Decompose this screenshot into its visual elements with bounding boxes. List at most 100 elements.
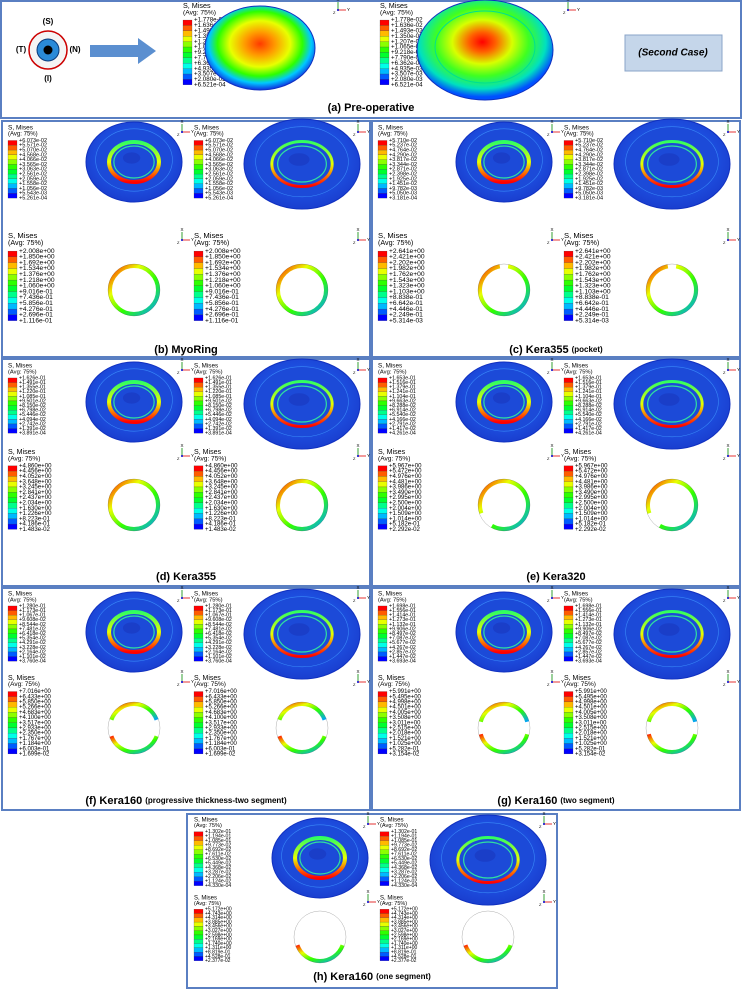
legend-swatch [377,268,388,275]
legend-value: +1.626e-01 [205,375,232,381]
legend-value: +8.288e-02 [389,403,416,409]
legend-value: +7.481e-02 [205,626,232,632]
legend-value: +1.350e-02 [391,33,423,40]
legend-swatch [377,615,388,620]
triad-origin [181,597,183,599]
triad-label: Y [737,453,740,458]
legend-swatch [563,605,574,611]
triad-label: Y [737,595,740,600]
legend-value: +2.515e+00 [389,725,422,731]
legend-swatch [193,615,204,620]
legend-value: +1.534e+00 [205,265,241,272]
legend-avg: (Avg: 75%) [378,597,407,603]
legend-value: +6.362e-03 [391,60,423,67]
legend-swatch [563,377,574,383]
legend-value: +1.982e+00 [575,265,611,272]
triad-label: Z [547,240,550,245]
legend-value: +2.500e+00 [389,499,422,506]
legend-value: +1.391e-02 [19,426,46,432]
legend-swatch [379,872,390,877]
legend-swatch [377,169,388,175]
legend-value: +3.565e-02 [19,162,47,168]
triad-label: Z [177,240,180,245]
legend-swatch [377,518,388,525]
legend-swatch [379,854,390,859]
legend-swatch [377,285,388,292]
legend-value: +2.202e+00 [575,259,611,266]
legend-value: +3.648e+00 [205,478,238,485]
legend-swatch [193,285,204,292]
legend-swatch [563,619,574,625]
triad-label: Z [353,598,356,603]
legend-value: +1.060e+00 [19,283,55,290]
legend-swatch [563,159,574,165]
legend-swatch [7,738,18,744]
triad-label: Z [353,132,356,137]
ring-edge [107,701,161,755]
legend-value: +4.186e-01 [19,521,51,528]
legend-value: +1.132e-01 [389,622,416,628]
triad-label: Z [547,682,550,687]
legend-swatch [377,647,388,653]
legend-swatch [379,909,390,914]
legend-value: +3.817e-02 [575,157,603,163]
legend-value: +2.841e+00 [19,489,52,496]
legend-swatch [193,405,204,411]
legend-value: +3.063e-02 [19,167,47,173]
legend-swatch [193,188,204,194]
legend-swatch [193,952,204,957]
legend-swatch [193,926,204,931]
legend-value: +1.355e-01 [205,385,232,391]
legend-value: +1.014e+00 [575,515,608,522]
legend-swatch [193,497,204,503]
triad-label: Y [191,367,194,372]
legend-swatch [563,396,574,402]
cornea-inner [434,10,536,84]
legend-value: +2.008e+00 [205,248,241,255]
panel-frame [1,358,371,587]
cornea-center [288,153,310,166]
legend-value: +3.344e-02 [389,162,417,168]
legend-swatch [7,400,18,406]
stress-band [647,385,697,423]
legend-swatch [377,262,388,269]
legend-swatch [377,513,388,519]
triad-label: Z [723,682,726,687]
legend-value: +4.860e+00 [205,462,238,469]
legend-value: +4.052e+00 [205,473,238,480]
legend-value: +1.925e-02 [389,176,417,182]
triad-label: X [551,443,554,448]
triad-label: X [337,0,340,2]
legend-swatch [7,377,18,383]
legend-swatch [193,173,204,179]
legend-swatch [377,396,388,402]
legend-swatch [193,733,204,739]
legend-value: +2.398e-02 [575,172,603,178]
legend-swatch [193,400,204,406]
legend-swatch [193,939,204,944]
legend-value: +4.976e+00 [389,473,422,480]
legend-swatch [377,193,388,199]
eye-direction: (N) [69,45,80,54]
legend-value: +6.914e-02 [389,408,416,414]
legend-value: +3.245e+00 [205,484,238,491]
legend-value: +8.223e-01 [205,515,237,522]
legend-swatch [563,140,574,146]
panel-frame [0,0,742,119]
legend-value: +7.481e-02 [19,626,46,632]
legend-value: +2.164e-02 [205,649,232,655]
legend-swatch [193,428,204,434]
legend-swatch [563,382,574,388]
legend-value: +4.261e-04 [389,431,416,437]
cornea-center [492,622,511,634]
legend-swatch [563,391,574,397]
legend-avg: (Avg: 75%) [378,239,413,247]
triad-label: X [551,669,554,674]
legend-value: +1.698e-01 [575,603,602,609]
legend-value: +3.760e-04 [205,659,232,665]
caption-note: (progressive thickness-two segment) [145,796,287,805]
triad-label: Z [547,370,550,375]
panel-frame [186,813,558,989]
eye-pupil [43,45,53,55]
